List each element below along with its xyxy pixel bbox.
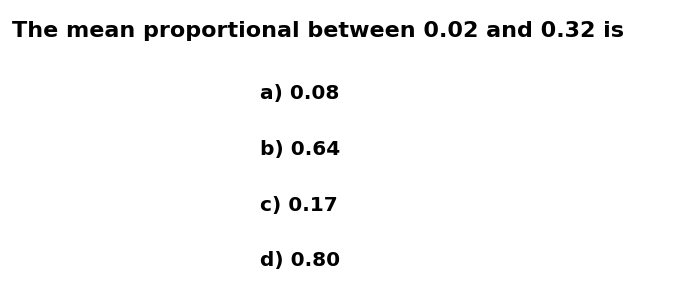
Text: b) 0.64: b) 0.64 xyxy=(260,140,340,159)
Text: d) 0.80: d) 0.80 xyxy=(260,251,340,270)
Text: The mean proportional between 0.02 and 0.32 is: The mean proportional between 0.02 and 0… xyxy=(12,21,624,41)
Text: c) 0.17: c) 0.17 xyxy=(260,196,338,215)
Text: a) 0.08: a) 0.08 xyxy=(260,84,339,103)
